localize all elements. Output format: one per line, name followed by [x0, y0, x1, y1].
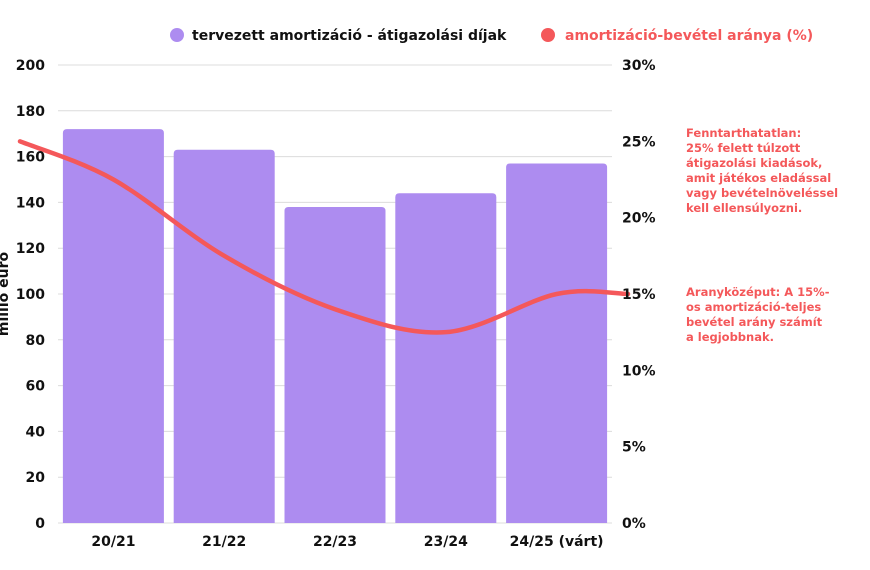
y-tick-label: 100 — [16, 287, 45, 303]
legend: tervezett amortizáció - átigazolási díja… — [170, 28, 813, 44]
bars — [62, 129, 608, 524]
y-tick-label: 40 — [26, 424, 46, 440]
y2-tick-label: 30% — [622, 58, 656, 74]
y2-tick-label: 15% — [622, 287, 656, 303]
y-tick-label: 80 — [26, 333, 46, 349]
bar — [395, 193, 497, 524]
y2-tick-label: 0% — [622, 516, 646, 532]
x-tick-label: 23/24 — [424, 534, 468, 550]
x-tick-label: 21/22 — [202, 534, 246, 550]
y2-tick-label: 25% — [622, 134, 656, 150]
y-tick-label: 0 — [35, 516, 45, 532]
y-tick-label: 60 — [26, 379, 46, 395]
y-tick-label: 160 — [16, 150, 45, 166]
x-tick-label: 20/21 — [91, 534, 135, 550]
x-tick-label: 22/23 — [313, 534, 357, 550]
y-axis-title: millió euró — [0, 251, 12, 336]
ratio-line — [17, 139, 631, 335]
y-tick-label: 120 — [16, 241, 45, 257]
x-tick-label: 24/25 (várt) — [510, 534, 604, 550]
y-tick-label: 20 — [26, 470, 46, 486]
x-axis-ticks: 20/21 21/22 22/23 23/24 24/25 (várt) — [91, 534, 603, 550]
bar — [173, 149, 275, 524]
legend-line-label: amortizáció-bevétel aránya (%) — [565, 28, 813, 44]
annotation-golden-mean: Aranyközéput: A 15%- os amortizáció-telj… — [686, 285, 830, 344]
y-tick-label: 140 — [16, 195, 45, 211]
y2-axis-ticks: 0% 5% 10% 15% 20% 25% 30% — [622, 58, 656, 532]
legend-bar-marker — [170, 28, 184, 42]
y2-tick-label: 5% — [622, 440, 646, 456]
bar — [506, 163, 608, 523]
y-tick-label: 180 — [16, 104, 45, 120]
y2-tick-label: 20% — [622, 211, 656, 227]
y-axis-ticks: 0 20 40 60 80 100 120 140 160 180 200 — [16, 58, 45, 532]
legend-bar-label: tervezett amortizáció - átigazolási díja… — [192, 28, 507, 44]
bar — [62, 129, 164, 523]
y-tick-label: 200 — [16, 58, 45, 74]
legend-line-marker — [541, 28, 555, 42]
annotation-unsustainable: Fenntarthatatlan: 25% felett túlzott áti… — [686, 126, 839, 215]
bar — [284, 206, 386, 524]
y2-tick-label: 10% — [622, 363, 656, 379]
